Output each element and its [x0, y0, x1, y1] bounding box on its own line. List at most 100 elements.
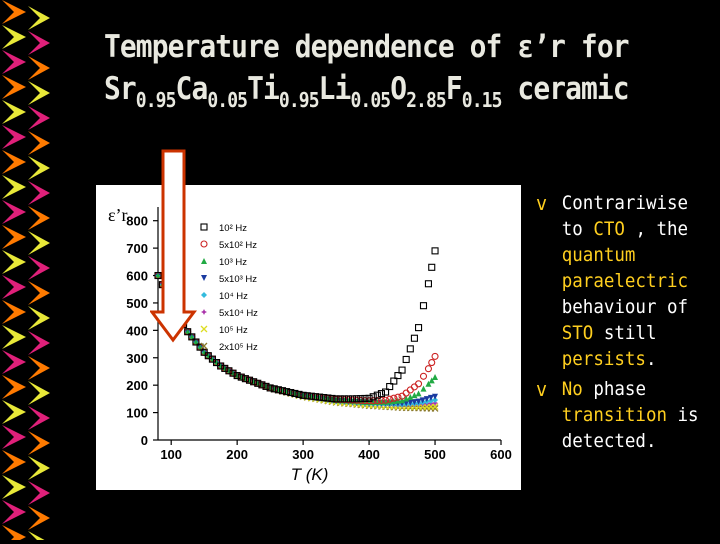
data-point [221, 364, 229, 372]
formula-subscript: 0.05 [350, 88, 391, 112]
data-point [373, 391, 381, 399]
data-point [201, 309, 207, 315]
diamond-shape [28, 106, 50, 130]
slide-title: Temperature dependence of ε’r for Sr0.95… [104, 26, 653, 121]
diamond-shape [28, 506, 50, 530]
formula-subscript: 2.85 [406, 88, 447, 112]
formula-subscript: 0.95 [278, 88, 320, 112]
data-point [386, 395, 394, 403]
pointer-arrow-icon [150, 149, 197, 343]
data-point [262, 382, 270, 390]
data-point [427, 394, 434, 401]
data-point [386, 382, 394, 391]
diamond-shape [2, 250, 26, 274]
diamond-shape [2, 525, 26, 544]
data-point [428, 263, 436, 271]
bullet-highlight-text: persists [561, 348, 646, 370]
data-point [349, 395, 357, 403]
diamond-shape [28, 206, 50, 230]
data-point [344, 395, 353, 403]
diamond-shape [28, 431, 50, 455]
diamond-shape [2, 275, 26, 299]
data-point [414, 380, 423, 388]
y-axis-label: ε’r [108, 205, 128, 225]
formula-subscript: 0.95 [135, 88, 177, 112]
bullet-text: is detected. [561, 404, 699, 452]
data-point [415, 390, 422, 397]
data-point [357, 395, 365, 403]
y-tick-label: 600 [126, 269, 148, 284]
data-point [369, 397, 377, 405]
bullet-list: v Contrariwise to CTO , the quantum parae… [536, 190, 702, 458]
data-point [353, 395, 361, 403]
data-point [399, 397, 406, 404]
diamond-shape [2, 450, 26, 474]
diamond-shape [28, 306, 50, 330]
legend-label: 2x10⁵ Hz [219, 342, 258, 353]
data-point [295, 390, 303, 398]
data-point [419, 397, 426, 404]
data-point [410, 334, 418, 342]
bullet-marker-icon: v [536, 377, 548, 401]
diamond-pattern [2, 0, 50, 544]
data-point [229, 369, 237, 377]
data-point [432, 396, 439, 403]
data-point [361, 394, 369, 403]
diamond-shape [28, 81, 50, 105]
diamond-shape [2, 125, 26, 149]
data-point [200, 342, 208, 350]
data-point [340, 395, 348, 403]
bullet-text: phase [582, 378, 646, 400]
data-point [420, 385, 427, 392]
data-point [369, 393, 377, 401]
data-point [377, 390, 385, 398]
data-point [188, 333, 195, 340]
data-point [423, 396, 430, 403]
data-point [250, 378, 258, 386]
data-point [154, 271, 162, 280]
data-point [311, 393, 320, 401]
data-point [324, 394, 332, 402]
diamond-shape [2, 25, 26, 49]
data-point [254, 379, 262, 387]
data-point [307, 392, 315, 400]
x-tick-label: 500 [424, 447, 446, 462]
formula-element: O [390, 71, 407, 107]
data-point [411, 399, 418, 406]
data-point [407, 393, 414, 400]
data-point [237, 373, 245, 381]
x-axis-label: T (K) [291, 465, 329, 484]
bullet-highlight-text: quantum paraelectric [561, 244, 689, 292]
diamond-shape [28, 456, 50, 480]
diamond-shape [28, 231, 50, 255]
data-point [432, 399, 439, 406]
data-point [299, 391, 307, 399]
data-point [377, 396, 385, 404]
data-point [192, 338, 200, 346]
data-point [411, 392, 418, 399]
diamond-shape [28, 56, 50, 80]
data-point [402, 355, 410, 364]
y-tick-label: 0 [141, 433, 148, 448]
diamond-shape [2, 100, 26, 124]
diamond-shape [28, 256, 50, 280]
data-point [316, 393, 324, 401]
diamond-shape [2, 400, 26, 424]
data-point [390, 394, 398, 402]
data-point [303, 392, 311, 400]
data-point [184, 328, 192, 336]
diamond-shape [2, 75, 26, 99]
formula-element: Ti [247, 71, 280, 107]
formula-element: Sr [104, 71, 137, 107]
data-point [419, 302, 428, 310]
data-point [336, 395, 344, 403]
diamond-shape [2, 50, 26, 74]
decorative-diamond-strip [0, 0, 56, 544]
diamond-shape [28, 406, 50, 430]
data-point [403, 395, 410, 402]
diamond-shape [28, 156, 50, 180]
diamond-shape [2, 350, 26, 374]
y-tick-label: 400 [126, 323, 148, 338]
diamond-shape [28, 331, 50, 355]
data-point [184, 328, 191, 335]
